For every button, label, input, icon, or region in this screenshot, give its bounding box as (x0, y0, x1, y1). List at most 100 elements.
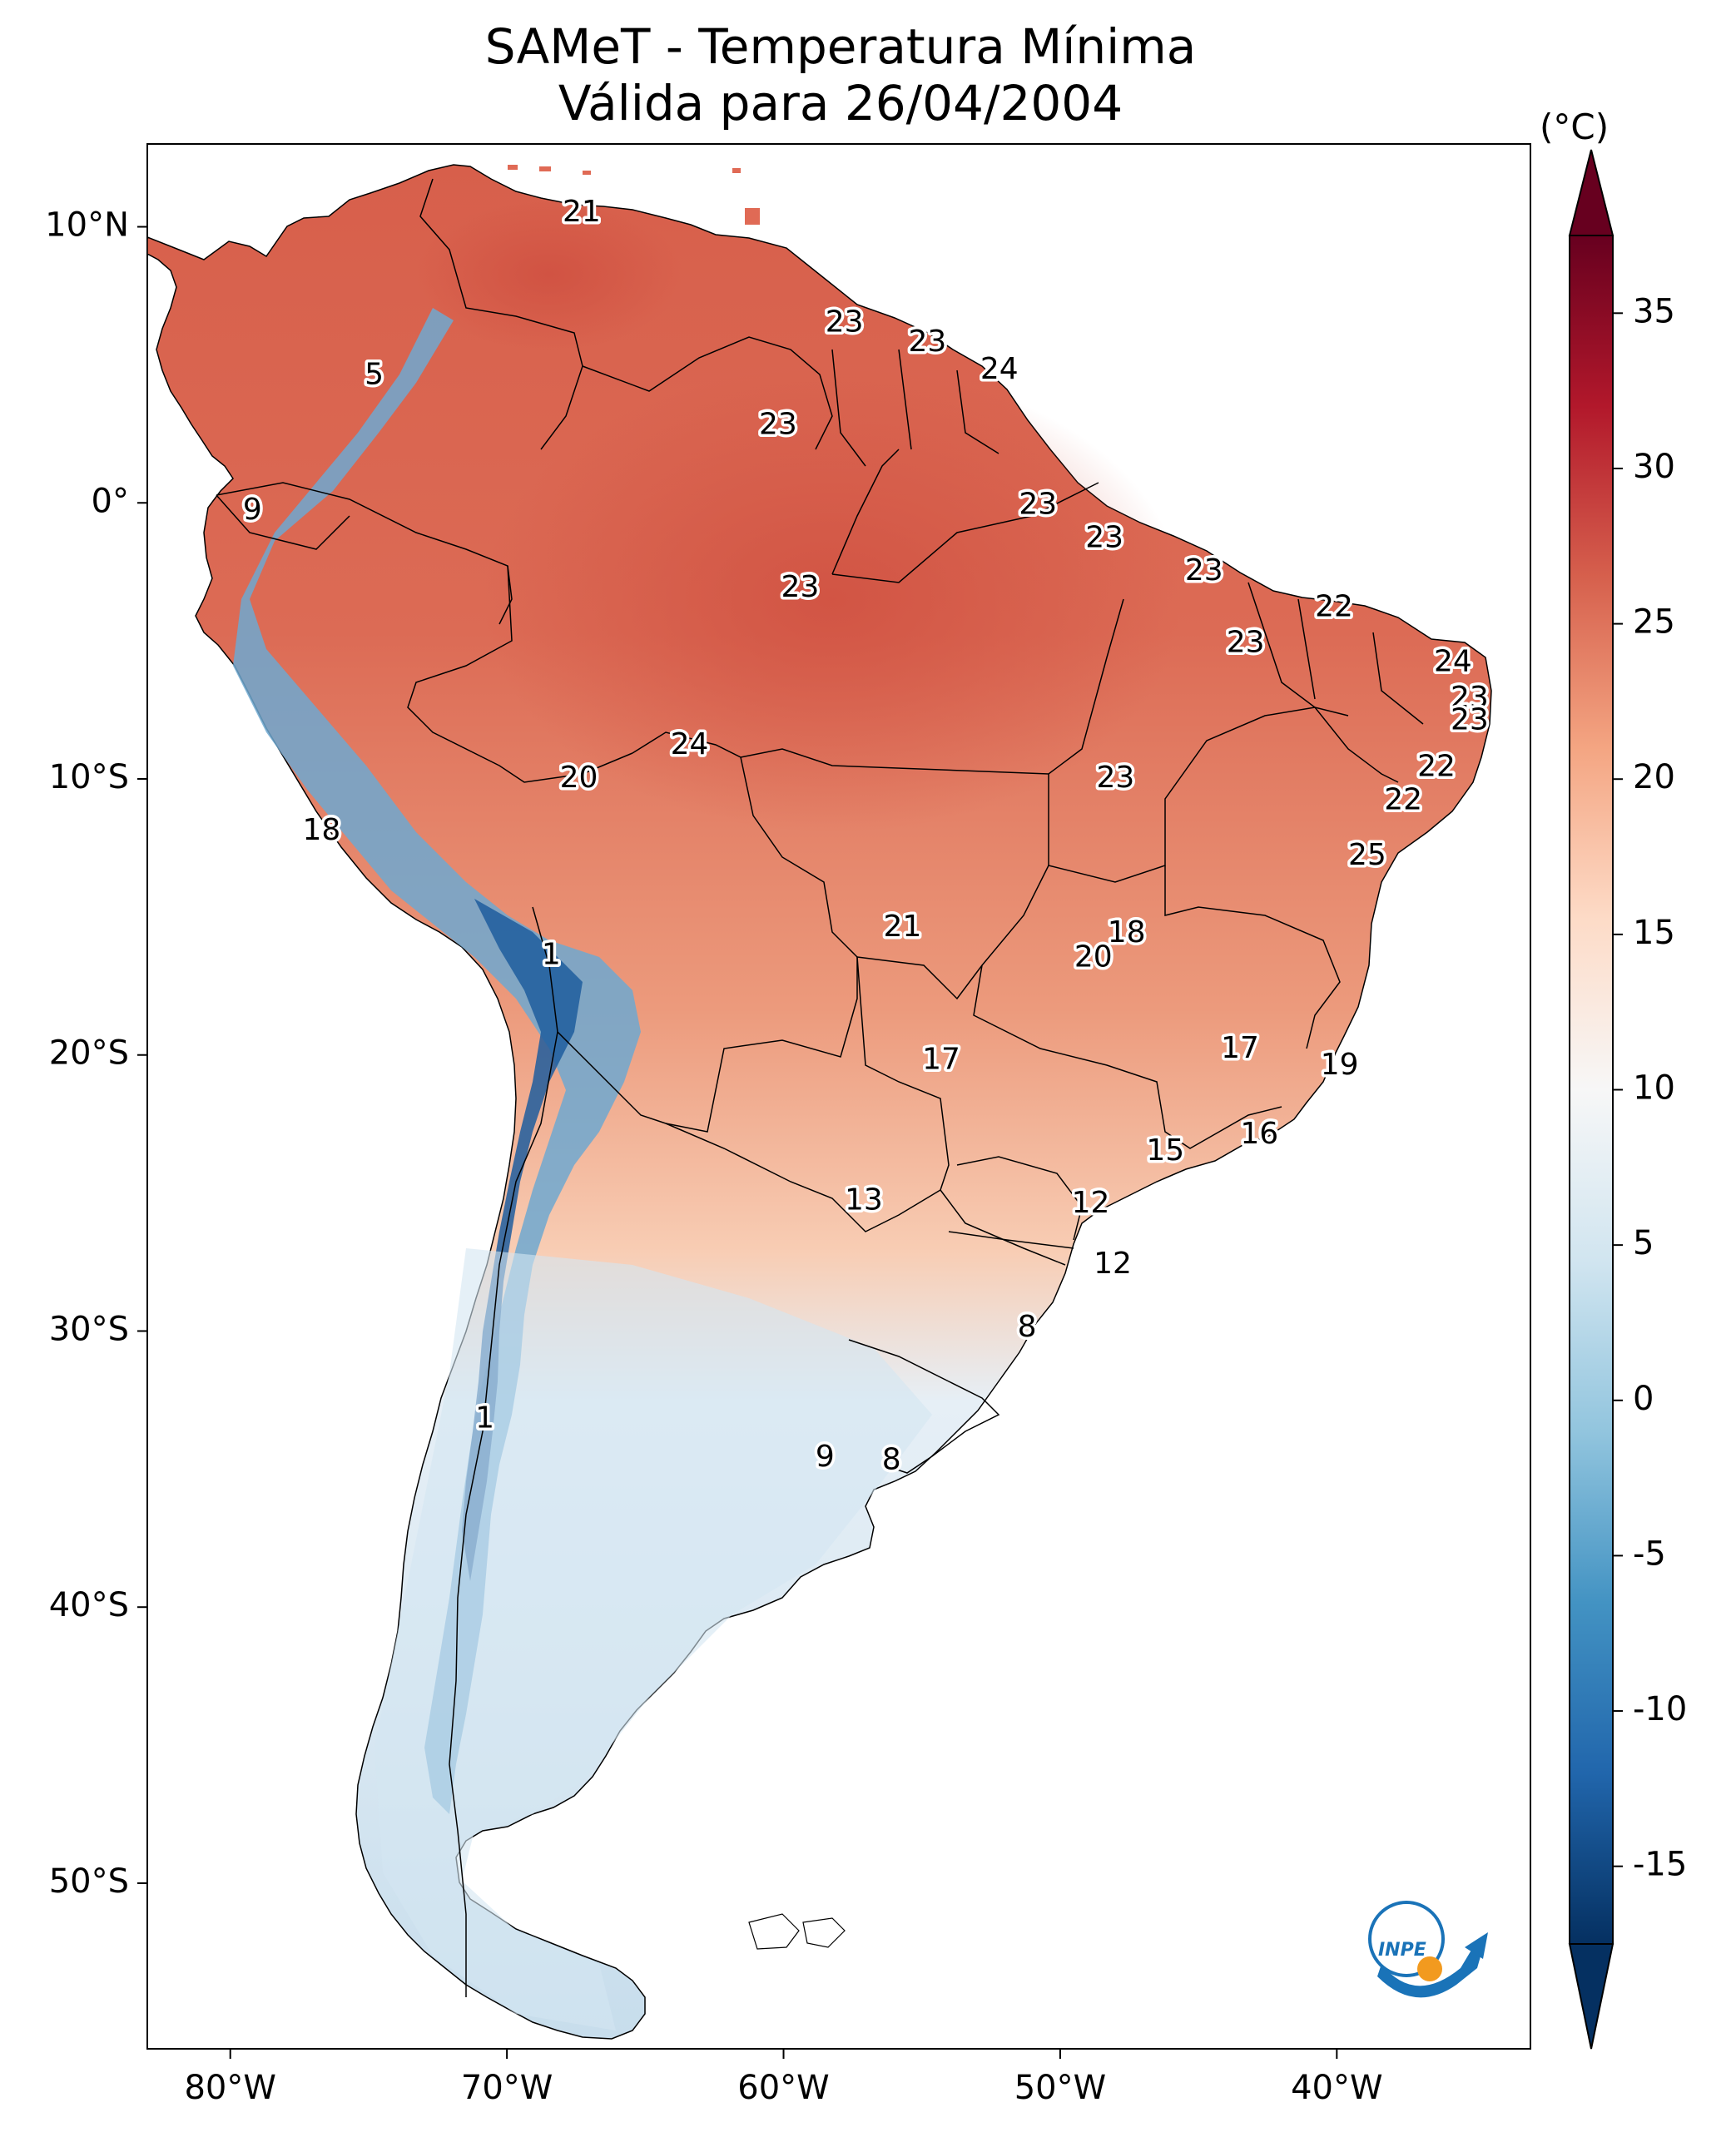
border-brazil-states-6 (1164, 865, 1341, 1049)
colorbar-bar (1569, 235, 1614, 1945)
contour-label: 23 (781, 570, 820, 604)
inpe-logo: INPE (1368, 1901, 1488, 1998)
contour-label: 23 (908, 325, 946, 359)
lon-tick-label: 40°W (1291, 2069, 1382, 2107)
falkland-islands (748, 1913, 846, 1950)
warm-core-venezuela (416, 200, 682, 350)
contour-label: 20 (1074, 940, 1113, 974)
lat-tick-label: 20°S (49, 1034, 129, 1073)
island-curacao (539, 166, 551, 171)
contour-label: 15 (1146, 1133, 1184, 1168)
contour-label: 13 (845, 1183, 883, 1217)
lat-tick-label: 10°N (45, 206, 129, 245)
colorbar: 35 30 25 20 15 10 5 0 -5 -10 -15 (1568, 149, 1687, 2050)
contour-label: 23 (1227, 625, 1265, 659)
contour-label: 24 (1434, 645, 1472, 679)
island-grenada (732, 168, 741, 173)
contour-label: 24 (980, 352, 1019, 386)
colorbar-tick-label: -15 (1633, 1846, 1687, 1884)
border-bolivia-chile (532, 906, 667, 1124)
contour-label: 21 (563, 195, 601, 229)
inpe-logo-arrow (1465, 1932, 1488, 1959)
latitude-ticks: 10°N 0° 10°S 20°S 30°S 40°S 50°S (45, 206, 147, 1901)
colorbar-tick-label: 0 (1633, 1380, 1654, 1418)
border-colombia-peru (216, 482, 513, 625)
lon-tick-label: 70°W (461, 2069, 553, 2107)
lat-tick-label: 50°S (49, 1862, 129, 1901)
lat-tick-label: 10°S (49, 758, 129, 796)
island-trinidad (745, 208, 760, 225)
inpe-logo-dot (1417, 1956, 1442, 1981)
border-ecuador (216, 494, 350, 550)
contour-label: 23 (1451, 681, 1489, 715)
colorbar-tick-label: 30 (1633, 448, 1675, 486)
southern-cool-region (374, 1248, 932, 2031)
colorbar-tick-label: 20 (1633, 758, 1675, 796)
border-brazil-paraguay (856, 956, 950, 1191)
contour-label: 8 (882, 1442, 901, 1476)
caribbean-islands (508, 165, 760, 225)
contour-label: 9 (816, 1440, 835, 1474)
border-brazil-states-5 (973, 964, 1282, 1149)
falkland-east-island (802, 1917, 846, 1948)
border-brazil-states-1 (831, 449, 1099, 583)
border-bolivia-paraguay (665, 957, 858, 1133)
contour-label: 23 (826, 305, 864, 340)
country-borders (216, 178, 1424, 1997)
contour-label: 23 (759, 407, 797, 441)
colorbar-unit-label: (°C) (1540, 107, 1610, 147)
contour-label: 20 (560, 761, 598, 795)
contour-label: 17 (922, 1042, 960, 1076)
lon-tick-label: 50°W (1014, 2069, 1106, 2107)
colorbar-tick-label: 25 (1633, 603, 1675, 642)
contour-label: 18 (303, 813, 341, 847)
border-uruguay (848, 1339, 1000, 1474)
contour-label: 23 (1451, 702, 1489, 736)
lat-tick-label: 30°S (49, 1310, 129, 1348)
colorbar-tick-label: 35 (1633, 292, 1675, 330)
border-brazil-bolivia (632, 731, 858, 958)
border-brazil-uruguay-argentina (940, 1189, 1066, 1266)
contour-label: 23 (1085, 520, 1123, 554)
colorbar-tick-label: 15 (1633, 914, 1675, 952)
contour-label: 16 (1240, 1117, 1278, 1151)
contour-label: 1 (542, 937, 561, 971)
contour-label: 23 (1096, 761, 1134, 795)
colorbar-tick-label: 5 (1633, 1224, 1654, 1262)
border-brazil-states-4 (856, 865, 1049, 1000)
contour-label: 12 (1094, 1247, 1132, 1281)
border-colombia-venezuela (419, 178, 583, 450)
title-line-1: SAMeT - Temperatura Mínima (484, 18, 1197, 75)
lat-tick-label: 40°S (49, 1586, 129, 1624)
contour-label: 25 (1348, 838, 1386, 872)
contour-label: 21 (884, 910, 922, 944)
border-argentina-chile (449, 1031, 558, 1997)
colorbar-tick-label: 10 (1633, 1069, 1675, 1108)
inpe-logo-swoosh (1377, 1939, 1486, 1998)
border-brazil-states-8 (1247, 582, 1424, 783)
island-aruba (508, 165, 518, 170)
inpe-logo-ring (1368, 1901, 1445, 1977)
contour-label: 22 (1315, 589, 1353, 623)
island-bonaire (583, 171, 591, 175)
contour-label: 1 (475, 1401, 494, 1435)
inpe-logo-text: INPE (1378, 1940, 1426, 1961)
border-venezuela-brazil (582, 336, 833, 450)
contour-label: 5 (365, 358, 384, 392)
colorbar-ticks: 35 30 25 20 15 10 5 0 -5 -10 -15 (1613, 292, 1687, 1884)
falkland-west-island (748, 1913, 800, 1950)
lat-tick-label: 0° (92, 482, 129, 520)
border-brazil-states-3 (1048, 707, 1349, 883)
lon-tick-label: 60°W (737, 2069, 829, 2107)
colorbar-tick-label: -10 (1633, 1690, 1687, 1728)
colorbar-top-extension (1568, 149, 1614, 236)
contour-label: 8 (1018, 1310, 1037, 1344)
contour-label: 9 (243, 493, 262, 527)
border-brazil-states-7 (948, 1156, 1083, 1249)
warm-core-amazon (483, 366, 1182, 832)
border-peru-brazil (407, 565, 633, 783)
contour-label: 12 (1072, 1186, 1110, 1220)
